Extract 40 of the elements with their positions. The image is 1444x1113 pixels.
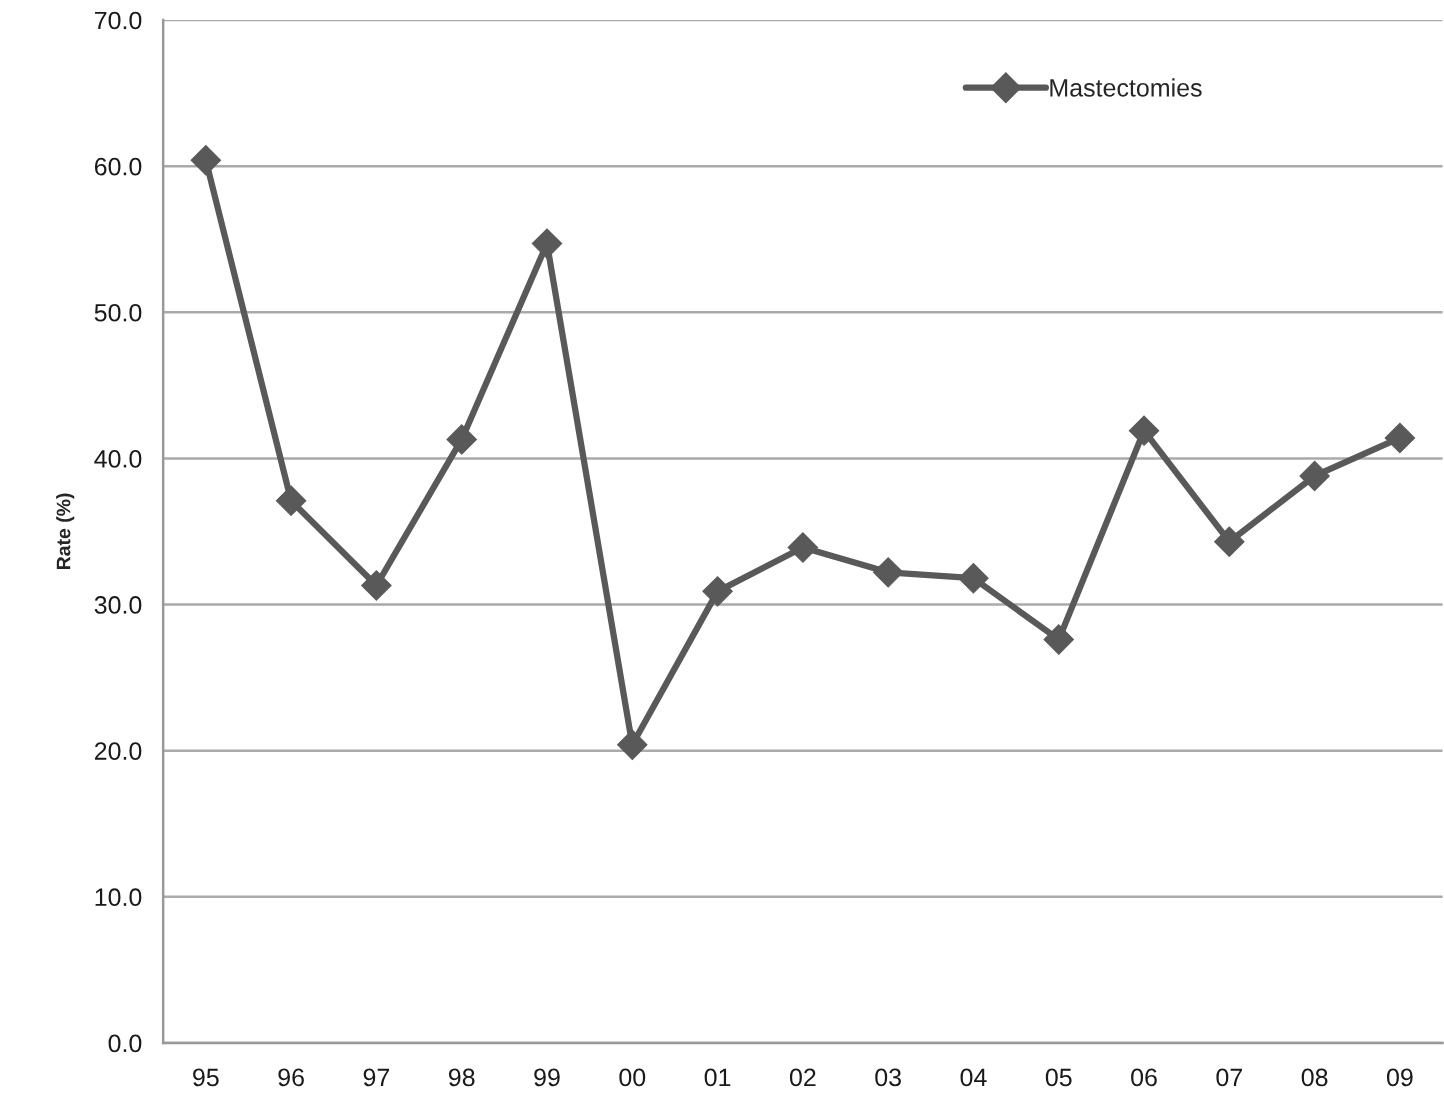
y-tick-label: 60.0 bbox=[94, 157, 142, 176]
x-tick-label: 02 bbox=[789, 1068, 816, 1087]
x-tick-label: 96 bbox=[278, 1068, 304, 1087]
x-tick-label: 06 bbox=[1131, 1068, 1157, 1087]
point bbox=[361, 570, 392, 601]
point bbox=[787, 532, 819, 563]
point bbox=[1214, 526, 1245, 557]
point bbox=[1299, 460, 1330, 492]
x-tick-label: 09 bbox=[1386, 1068, 1413, 1087]
x-tick-label: 08 bbox=[1301, 1068, 1328, 1087]
point bbox=[190, 145, 222, 176]
point bbox=[872, 557, 904, 588]
point bbox=[702, 576, 733, 607]
x-tick-label: 97 bbox=[363, 1068, 390, 1087]
point bbox=[1384, 422, 1416, 454]
x-tick-label: 04 bbox=[960, 1068, 987, 1087]
x-tick-label: 95 bbox=[193, 1068, 219, 1087]
point bbox=[275, 485, 307, 517]
x-tick-label: 98 bbox=[448, 1068, 475, 1087]
point bbox=[1043, 624, 1074, 655]
x-tick-label: 99 bbox=[534, 1068, 560, 1087]
y-tick-label: 10.0 bbox=[95, 888, 142, 907]
y-tick-label: 70.0 bbox=[94, 11, 142, 30]
y-axis-title: Rate (%) bbox=[56, 493, 75, 570]
y-tick-label: 40.0 bbox=[94, 450, 142, 468]
y-tick-label: 50.0 bbox=[94, 303, 142, 322]
point bbox=[958, 562, 989, 594]
x-tick-label: 05 bbox=[1045, 1068, 1072, 1087]
point bbox=[446, 424, 477, 455]
y-tick-label: 0.0 bbox=[108, 1034, 142, 1053]
x-tick-label: 07 bbox=[1216, 1068, 1242, 1087]
x-tick-label: 01 bbox=[704, 1068, 731, 1087]
y-tick-label: 30.0 bbox=[94, 596, 142, 614]
legend-label: Mastectomies bbox=[1050, 78, 1202, 97]
point bbox=[531, 228, 563, 259]
x-tick-label: 00 bbox=[619, 1068, 646, 1087]
point bbox=[1128, 415, 1160, 446]
y-tick-label: 20.0 bbox=[94, 742, 142, 760]
x-tick-label: 03 bbox=[875, 1068, 901, 1087]
point bbox=[617, 729, 648, 761]
